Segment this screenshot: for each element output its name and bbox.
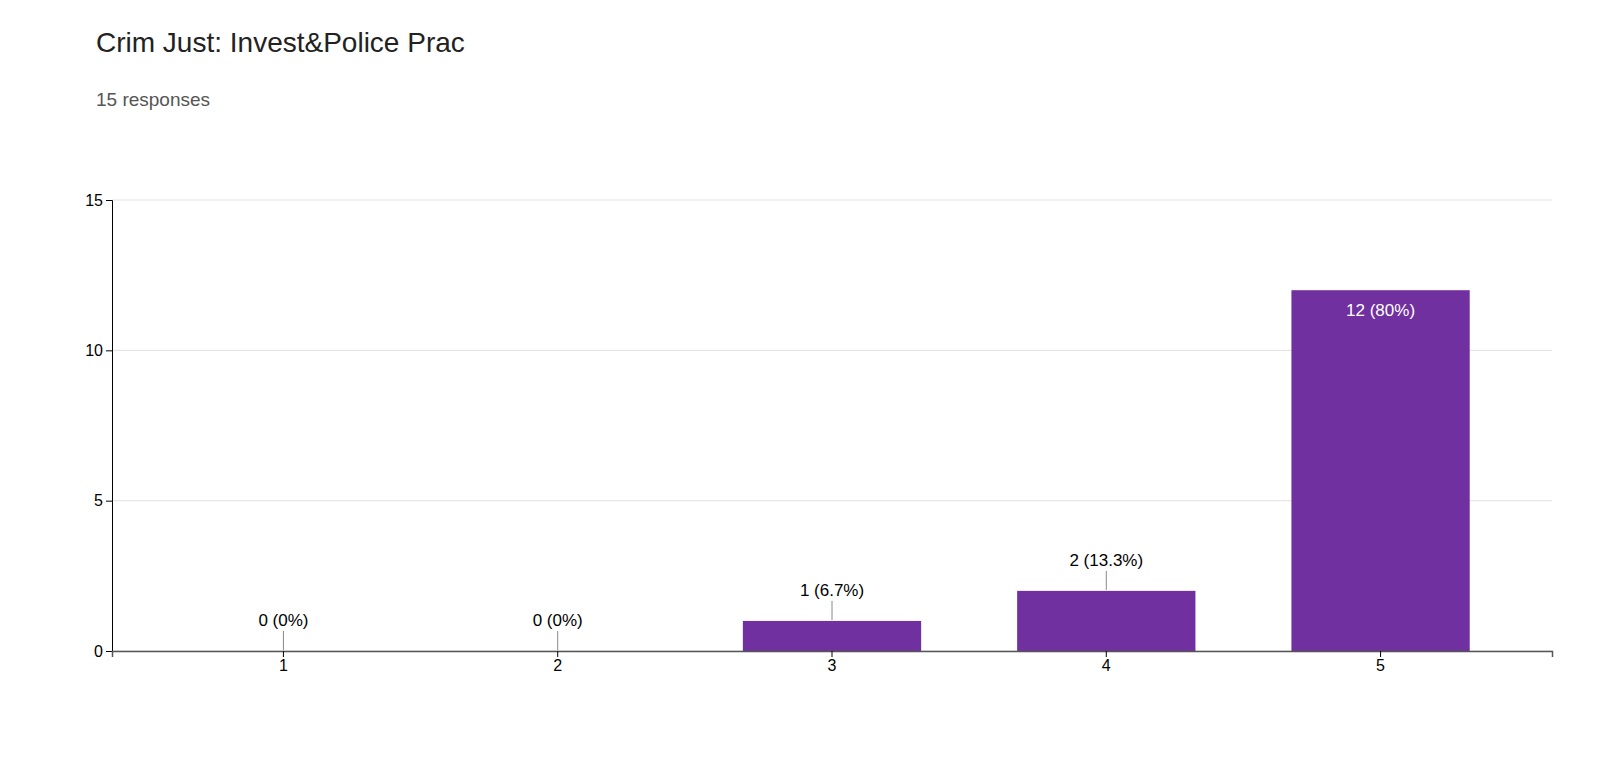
data-label: 0 (0%)	[258, 611, 308, 630]
y-tick-mark	[106, 350, 112, 351]
y-tick: 10	[85, 342, 112, 359]
y-tick-mark	[106, 501, 112, 502]
y-tick: 15	[85, 192, 112, 209]
data-label: 0 (0%)	[533, 611, 583, 630]
data-labels: 0 (0%) 0 (0%) 1 (6.7%) 2 (13.3%) 12 (80%)	[258, 301, 1415, 650]
x-tick-mark	[1380, 651, 1381, 657]
data-label: 12 (80%)	[1346, 301, 1415, 320]
bar	[1017, 591, 1195, 651]
data-label: 1 (6.7%)	[800, 581, 864, 600]
x-tick-label: 3	[828, 657, 837, 674]
x-tick-label: 5	[1376, 657, 1385, 674]
title: Crim Just: Invest&Police Prac	[96, 27, 465, 58]
y-tick-label: 10	[85, 342, 103, 359]
grid-line	[112, 200, 1552, 201]
leader-line	[283, 631, 284, 650]
bar	[1291, 290, 1469, 651]
y-tick: 5	[94, 492, 112, 509]
x-tick: 2	[553, 651, 562, 674]
y-axis-line	[106, 201, 113, 652]
x-tick-mark	[557, 651, 558, 657]
x-tick-label: 4	[1102, 657, 1111, 674]
data-label: 2 (13.3%)	[1069, 551, 1143, 570]
y-tick-label: 0	[94, 643, 103, 660]
x-tick-label: 1	[279, 657, 288, 674]
x-tick-label: 2	[553, 657, 562, 674]
x-axis-line	[113, 652, 1553, 658]
x-tick: 4	[1102, 651, 1111, 674]
plot: 0 5 10 15 1 2 3 4 5 0 (0%) 0 (0%) 1 (6.7%) 2 (13.3%)…	[85, 192, 1552, 675]
x-tick: 3	[828, 651, 837, 674]
bar	[743, 621, 921, 651]
y-axis: 0 5 10 15	[85, 192, 112, 660]
x-tick: 1	[279, 651, 288, 674]
y-tick-mark	[106, 651, 112, 652]
leader-line	[1106, 571, 1107, 590]
y-tick: 0	[94, 643, 112, 660]
x-tick: 5	[1376, 651, 1385, 674]
y-tick-label: 15	[85, 192, 103, 209]
leader-line	[832, 601, 833, 620]
y-tick-label: 5	[94, 492, 103, 509]
subtitle: 15 responses	[96, 89, 210, 110]
y-tick-mark	[106, 200, 112, 201]
leader-line	[557, 631, 558, 650]
bars	[743, 290, 1470, 651]
x-tick-mark	[832, 651, 833, 657]
x-tick-mark	[1106, 651, 1107, 657]
grid	[112, 200, 1552, 651]
x-tick-mark	[283, 651, 284, 657]
x-axis: 1 2 3 4 5	[113, 651, 1553, 674]
chart: Crim Just: Invest&Police Prac 15 response…	[0, 0, 1600, 761]
